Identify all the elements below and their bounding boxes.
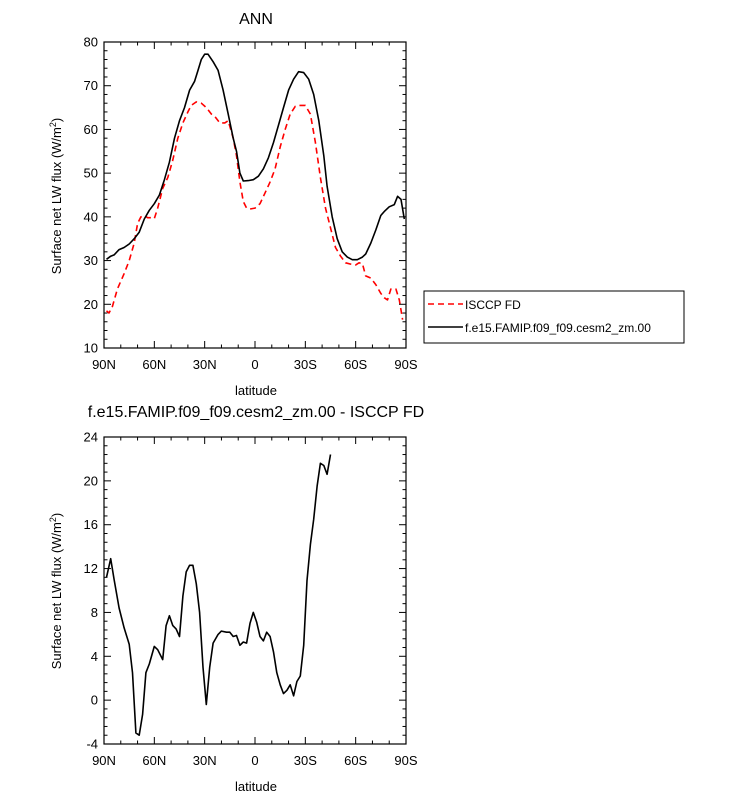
x-tick-label: 90N [92,753,116,768]
y-axis-title: Surface net LW flux (W/m2) [48,118,64,275]
y-tick-label: 16 [84,517,98,532]
y-tick-label: 0 [91,693,98,708]
plot-frame [103,41,407,349]
y-axis-title-main: Surface net LW flux (W/m [49,522,64,669]
plot-frame [103,436,407,745]
chart-title: ANN [239,11,273,28]
y-tick-label: -4 [86,737,98,752]
y-axis-title-close: ) [49,118,64,122]
x-tick-label: 60S [344,753,367,768]
x-tick-label: 30S [294,357,317,372]
y-axis-title-sup: 2 [48,517,58,522]
y-tick-label: 30 [84,253,98,268]
legend-entry-model: f.e15.FAMIP.f09_f09.cesm2_zm.00 [465,321,651,335]
y-axis-title: Surface net LW flux (W/m2) [48,513,64,670]
bottom-panel: f.e15.FAMIP.f09_f09.cesm2_zm.00 - ISCCP … [48,404,424,794]
x-tick-label: 90S [394,357,417,372]
x-tick-label: 0 [251,357,258,372]
x-tick-label: 30N [193,753,217,768]
x-tick-label: 30N [193,357,217,372]
plot-area: 90N 60N 30N 0 30S 60S 90S -4 0 4 8 12 16 20 24 [84,430,418,769]
legend: ISCCP FD f.e15.FAMIP.f09_f09.cesm2_zm.00 [423,290,685,344]
top-panel: ANN 90N 60N 30N 0 30S 60S 90S1020304050607080 … [48,11,685,398]
y-tick-label: 50 [84,166,98,181]
series-line-0 [105,454,332,736]
y-tick-label: 10 [84,341,98,356]
y-axis-title-main: Surface net LW flux (W/m [49,127,64,274]
chart-title: f.e15.FAMIP.f09_f09.cesm2_zm.00 - ISCCP … [88,404,424,421]
x-tick-label: 60N [142,357,166,372]
y-tick-label: 24 [84,430,98,445]
x-tick-label: 90S [394,753,417,768]
y-tick-label: 60 [84,122,98,137]
legend-box [423,290,685,344]
y-tick-label: 70 [84,78,98,93]
y-tick-label: 8 [91,605,98,620]
y-tick-label: 80 [84,35,98,50]
x-axis-title: latitude [235,779,277,794]
y-axis-title-sup: 2 [48,122,58,127]
y-tick-label: 12 [84,561,98,576]
series-line-1 [106,53,406,261]
y-tick-label: 20 [84,473,98,488]
y-axis-title-group: Surface net LW flux (W/m2) [48,118,64,275]
y-axis-title-group: Surface net LW flux (W/m2) [48,513,64,670]
legend-entry-isccp: ISCCP FD [465,298,521,312]
y-tick-label: 40 [84,209,98,224]
x-axis-title: latitude [235,383,277,398]
y-axis-title-close: ) [49,513,64,517]
x-tick-label: 60N [142,753,166,768]
plot-area: 90N 60N 30N 0 30S 60S 90S 10 20 30 40 50 60 70 80 [84,35,418,373]
x-tick-label: 0 [251,753,258,768]
x-tick-label: 30S [294,753,317,768]
x-tick-label: 90N [92,357,116,372]
y-tick-label: 4 [91,649,98,664]
x-tick-label: 60S [344,357,367,372]
series-line-0 [105,101,404,320]
y-tick-label: 20 [84,297,98,312]
